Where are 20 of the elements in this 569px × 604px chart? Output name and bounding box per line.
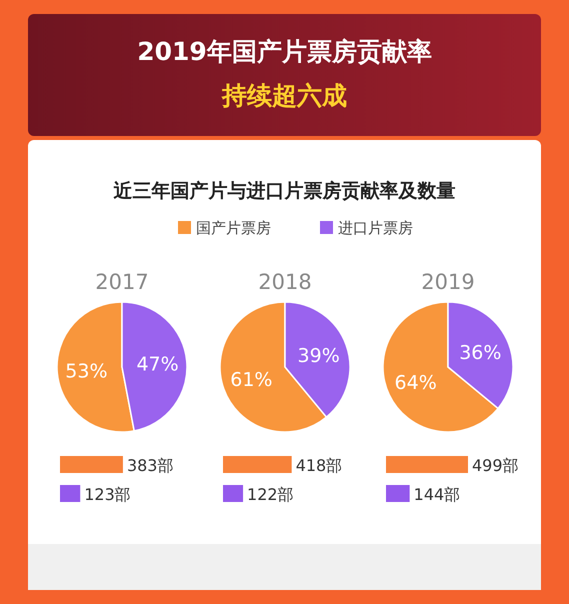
data-label: 36%: [459, 342, 502, 364]
data-label: 61%: [230, 369, 272, 392]
data-label: 418部: [296, 456, 342, 475]
text: 2019年国产片票房贡献率: [137, 37, 432, 66]
legend-label: 进口片票房: [338, 219, 413, 237]
data-label: 122部: [247, 485, 294, 504]
data-label: 123部: [84, 485, 131, 504]
chart-title: 2019: [421, 270, 475, 294]
legend-label: 国产片票房: [196, 219, 271, 237]
chart-title: 2018: [258, 270, 312, 294]
data-label: 53%: [65, 360, 108, 382]
text: 2017: [95, 270, 149, 294]
data-label: 39%: [298, 344, 340, 367]
data-label: 47%: [136, 354, 179, 376]
data-label: 144部: [414, 485, 460, 504]
data-label: 499部: [472, 456, 519, 475]
text: 近三年国产片与进口片票房贡献率及数量: [112, 180, 456, 202]
data-label: 383部: [126, 456, 174, 475]
text: 持续超六成: [221, 81, 347, 110]
data-label: 64%: [394, 372, 437, 394]
